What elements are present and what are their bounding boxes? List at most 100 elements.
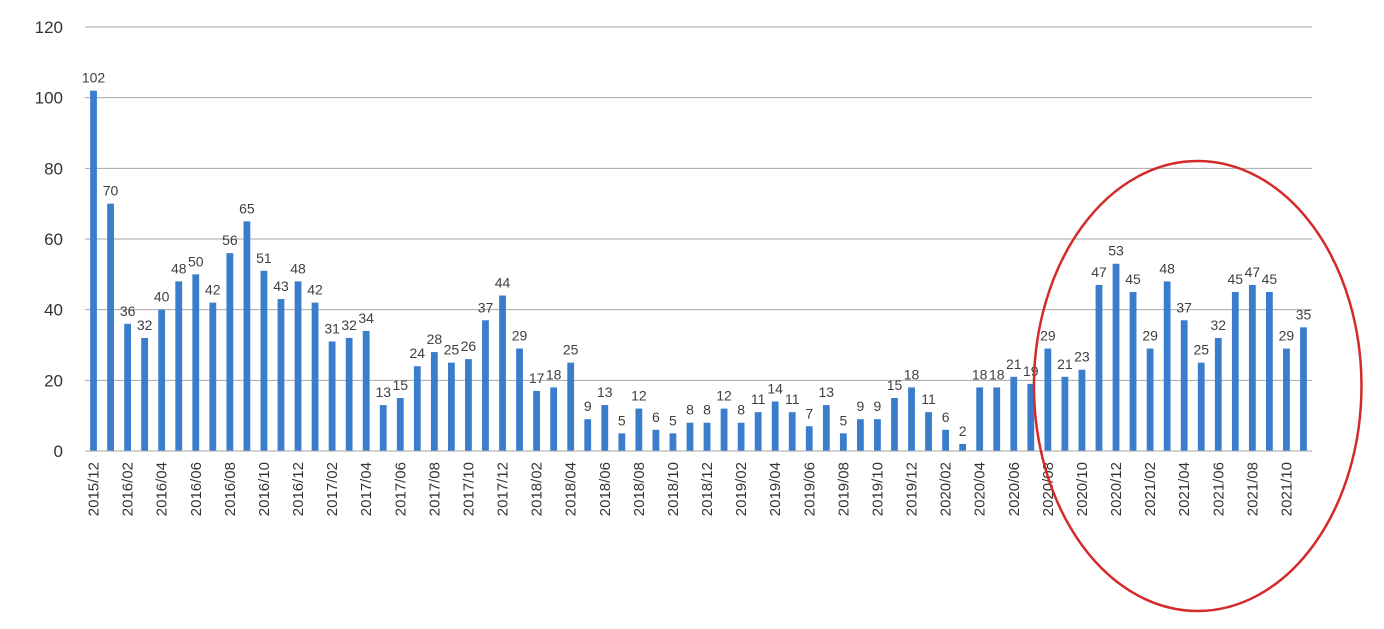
x-tick-label: 2019/02 (733, 462, 750, 516)
bar (686, 422, 694, 451)
x-tick-label: 2018/08 (631, 462, 648, 516)
x-tick-label: 2016/08 (222, 462, 239, 516)
data-label: 12 (631, 388, 647, 404)
data-label: 56 (222, 232, 238, 248)
data-label: 45 (1262, 271, 1278, 287)
data-label: 9 (856, 398, 864, 414)
x-tick-label: 2021/06 (1210, 462, 1227, 516)
data-label: 29 (1279, 328, 1295, 344)
x-tick-label: 2021/04 (1176, 462, 1193, 516)
x-tick-label: 2018/06 (597, 462, 614, 516)
x-tick-label: 2016/02 (120, 462, 137, 516)
bar (447, 362, 455, 451)
data-label: 53 (1108, 243, 1124, 259)
bar (669, 433, 677, 451)
x-tick-label: 2019/12 (904, 462, 921, 516)
data-label: 15 (887, 377, 903, 393)
bar (226, 253, 234, 451)
data-label: 29 (1142, 328, 1158, 344)
data-label: 18 (904, 366, 920, 382)
bar (175, 281, 183, 451)
data-label: 45 (1125, 271, 1141, 287)
bar (1197, 362, 1205, 451)
bar (1300, 327, 1307, 451)
y-axis-ticks: 0 20 40 60 80 100 120 (35, 18, 63, 461)
x-tick-label: 2020/06 (1006, 462, 1023, 516)
data-label: 19 (1023, 363, 1039, 379)
data-label: 43 (273, 278, 289, 294)
data-label: 9 (584, 398, 592, 414)
x-tick-label: 2020/02 (938, 462, 955, 516)
data-label: 13 (597, 384, 613, 400)
bar (1265, 292, 1273, 451)
bar (1095, 284, 1103, 451)
data-label: 7 (805, 405, 813, 421)
data-label: 45 (1228, 271, 1244, 287)
data-label: 8 (703, 402, 711, 418)
bar (925, 412, 932, 451)
bar (396, 398, 404, 451)
data-label: 2 (959, 423, 967, 439)
data-label: 32 (1210, 317, 1226, 333)
bar (430, 352, 438, 451)
bar (703, 422, 711, 451)
bar (1214, 337, 1222, 451)
data-label: 70 (103, 183, 119, 199)
bar (737, 422, 745, 451)
x-tick-label: 2015/12 (86, 462, 103, 516)
x-tick-label: 2018/10 (665, 462, 682, 516)
x-tick-label: 2018/02 (529, 462, 546, 516)
data-label: 50 (188, 253, 204, 269)
bar (1146, 348, 1154, 451)
x-tick-label: 2017/08 (426, 462, 443, 516)
data-label: 26 (461, 338, 477, 354)
bar (158, 309, 166, 451)
y-tick-label: 80 (44, 159, 63, 178)
data-label: 40 (154, 289, 170, 305)
x-tick-label: 2019/06 (801, 462, 818, 516)
y-tick-label: 0 (54, 442, 63, 461)
data-label: 14 (767, 381, 783, 397)
bar (209, 302, 217, 451)
data-label: 32 (137, 317, 153, 333)
data-label: 25 (1193, 342, 1209, 358)
bar (942, 429, 950, 451)
data-label: 29 (512, 328, 528, 344)
data-label: 65 (239, 200, 255, 216)
x-tick-label: 2019/10 (869, 462, 886, 516)
x-tick-label: 2016/10 (256, 462, 273, 516)
bar (362, 330, 370, 451)
bar (1112, 263, 1120, 451)
bar (1129, 292, 1137, 451)
data-label: 24 (410, 345, 426, 361)
data-label: 8 (737, 402, 745, 418)
data-label: 13 (375, 384, 391, 400)
bars (90, 90, 1307, 451)
data-label: 5 (618, 412, 626, 428)
data-label: 11 (785, 391, 800, 407)
bar (482, 320, 489, 451)
bar (1044, 348, 1052, 451)
bar (993, 387, 1001, 451)
data-label: 34 (358, 310, 374, 326)
x-tick-label: 2018/12 (699, 462, 716, 516)
gridlines (85, 26, 1312, 452)
bar (379, 405, 387, 451)
x-tick-label: 2018/04 (563, 462, 580, 516)
data-label: 25 (563, 342, 579, 358)
data-label: 9 (874, 398, 882, 414)
bar (465, 359, 472, 451)
x-tick-label: 2020/08 (1040, 462, 1057, 516)
bar (874, 419, 881, 451)
bar (90, 90, 97, 451)
x-tick-label: 2021/02 (1142, 462, 1159, 516)
data-label: 21 (1057, 356, 1073, 372)
bar (1061, 376, 1069, 451)
data-label: 11 (921, 391, 936, 407)
bar (107, 203, 114, 451)
data-label: 32 (341, 317, 357, 333)
data-label: 42 (205, 282, 221, 298)
x-tick-label: 2017/02 (324, 462, 341, 516)
